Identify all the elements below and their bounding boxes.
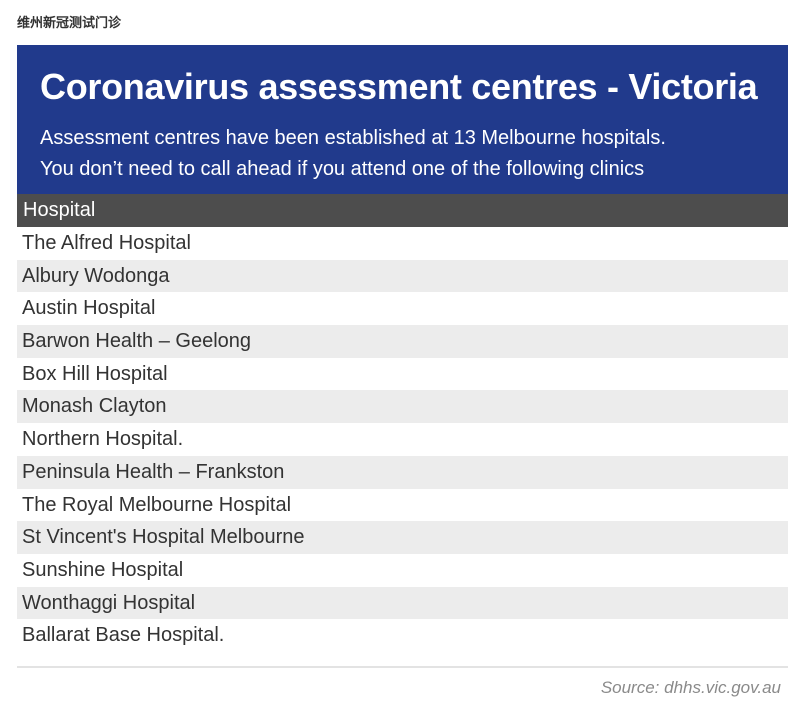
hospital-list: The Alfred Hospital Albury Wodonga Austi… [17,227,788,652]
table-row: Albury Wodonga [17,259,788,293]
source-credit: Source: dhhs.vic.gov.au [600,678,781,697]
table-row: Box Hill Hospital [22,362,168,385]
table-row: Sunshine Hospital [22,558,184,581]
banner-subtitle-line-2: You don’t need to call ahead if you atte… [40,158,645,180]
title-banner: Coronavirus assessment centres - Victori… [17,45,788,194]
assessment-centres-panel: Coronavirus assessment centres - Victori… [17,45,788,652]
banner-title: Coronavirus assessment centres - Victori… [40,66,758,107]
table-row: The Royal Melbourne Hospital [22,493,292,516]
table-row: The Alfred Hospital [22,232,191,254]
table-row: Peninsula Health – Frankston [17,455,788,489]
table-row: Monash Clayton [17,390,788,424]
table-row: Austin Hospital [22,297,156,320]
banner-subtitle: Assessment centres have been established… [40,123,788,185]
table-row: Barwon Health – Geelong [17,325,788,358]
table-row: Ballarat Base Hospital. [22,624,225,647]
table-header-hospital: Hospital [17,194,788,227]
banner-subtitle-line-1: Assessment centres have been established… [40,127,666,149]
table-row: Northern Hospital. [22,428,184,451]
page-caption: 维州新冠测试门诊 [17,16,122,31]
table-row: Wonthaggi Hospital [17,586,788,620]
table-row: St Vincent's Hospital Melbourne [17,521,788,554]
footer-divider [17,666,788,668]
